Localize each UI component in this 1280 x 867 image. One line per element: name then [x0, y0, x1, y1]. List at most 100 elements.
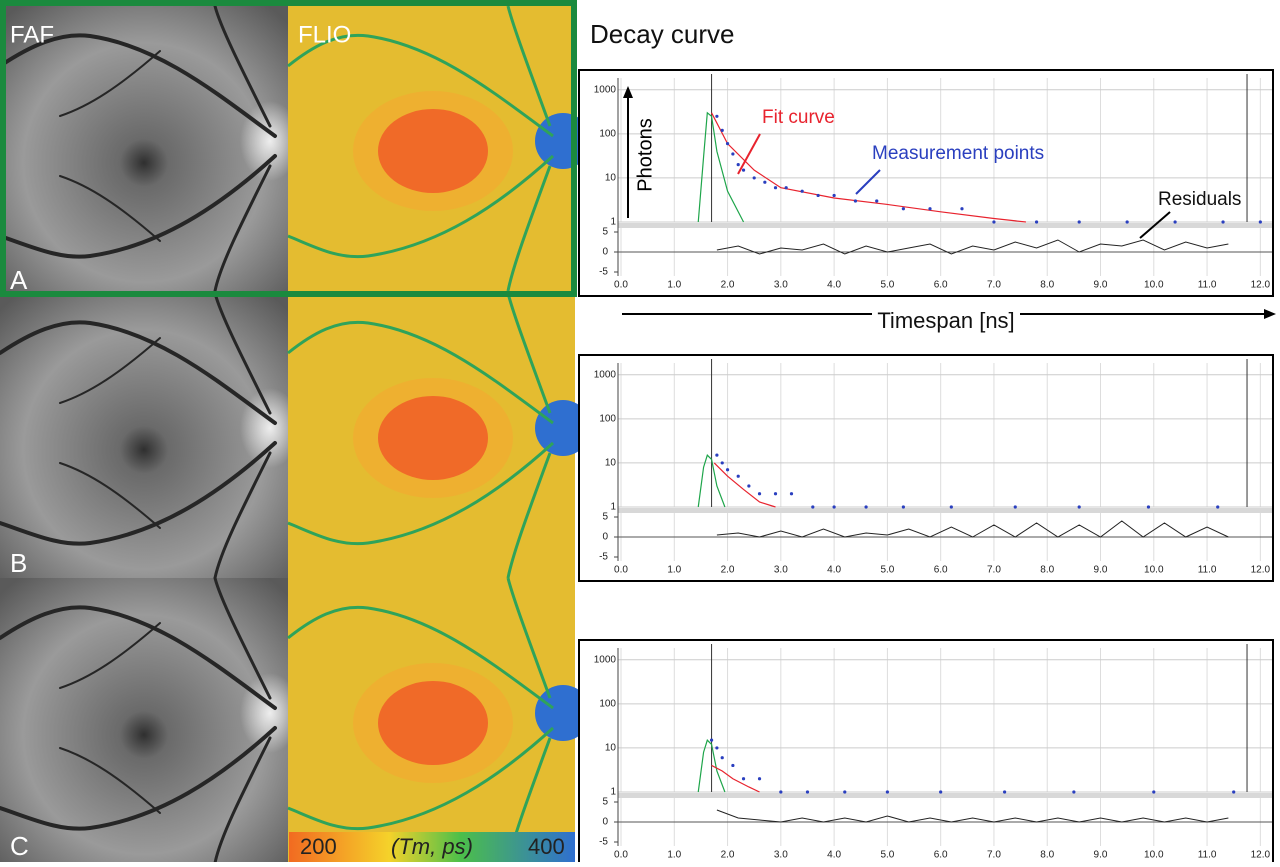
- x-tick-label: 10.0: [1144, 565, 1164, 576]
- y-tick-label: 1000: [594, 84, 617, 95]
- measurement-point: [715, 115, 718, 118]
- measurement-point: [950, 505, 953, 508]
- measurement-point: [790, 492, 793, 495]
- x-tick-label: 0.0: [614, 850, 628, 861]
- chart-frame: [579, 355, 1273, 581]
- measurement-point: [960, 207, 963, 210]
- measurement-point: [864, 505, 867, 508]
- x-tick-label: 12.0: [1251, 850, 1271, 861]
- measurement-point: [928, 207, 931, 210]
- measurement-point: [1147, 505, 1150, 508]
- y-tick-label: 100: [599, 413, 616, 424]
- residual-tick-label: 0: [602, 532, 608, 543]
- x-tick-label: 5.0: [880, 565, 894, 576]
- measurement-point: [758, 492, 761, 495]
- title: Decay curve: [590, 19, 735, 49]
- x-tick-label: 11.0: [1198, 565, 1217, 576]
- measurement-point: [1152, 790, 1155, 793]
- measurement-point: [1014, 505, 1017, 508]
- y-tick-label: 100: [599, 128, 616, 139]
- colorbar-unit: (Tm, ps): [391, 834, 473, 859]
- x-tick-label: 11.0: [1198, 280, 1217, 291]
- x-tick-label: 8.0: [1040, 565, 1054, 576]
- panel-label: C: [10, 831, 29, 861]
- x-tick-label: 12.0: [1251, 565, 1271, 576]
- measurement-point: [1126, 220, 1129, 223]
- measurement-point: [1259, 220, 1262, 223]
- timespan-label: Timespan [ns]: [877, 308, 1014, 333]
- measurement-point: [715, 454, 718, 457]
- x-tick-label: 2.0: [721, 850, 735, 861]
- measurement-point: [758, 777, 761, 780]
- measurement-point: [1003, 790, 1006, 793]
- measurement-point: [726, 142, 729, 145]
- x-tick-label: 1.0: [667, 850, 681, 861]
- fit-label: Fit curve: [762, 107, 835, 128]
- x-tick-label: 4.0: [827, 280, 841, 291]
- x-tick-label: 10.0: [1144, 850, 1164, 861]
- measurement-point: [854, 199, 857, 202]
- measurement-point: [843, 790, 846, 793]
- x-tick-label: 5.0: [880, 280, 894, 291]
- flio-image: [288, 578, 591, 862]
- measurement-point: [1173, 220, 1176, 223]
- x-tick-label: 8.0: [1040, 280, 1054, 291]
- measurement-point: [710, 739, 713, 742]
- measurement-point: [1216, 505, 1219, 508]
- y-tick-label: 1: [610, 217, 616, 228]
- x-tick-label: 2.0: [721, 565, 735, 576]
- faf-image: [0, 6, 300, 291]
- measurement-point: [833, 194, 836, 197]
- measurement-point: [779, 790, 782, 793]
- measurement-point: [737, 163, 740, 166]
- x-tick-label: 6.0: [934, 850, 948, 861]
- measurement-point: [747, 484, 750, 487]
- measurement-point: [721, 461, 724, 464]
- x-tick-label: 3.0: [774, 280, 788, 291]
- y-tick-label: 100: [599, 698, 616, 709]
- measurement-point: [763, 181, 766, 184]
- x-tick-label: 4.0: [827, 565, 841, 576]
- measurement-point: [1078, 220, 1081, 223]
- measurement-point: [811, 505, 814, 508]
- x-tick-label: 7.0: [987, 850, 1001, 861]
- measurement-point: [801, 190, 804, 193]
- measurement-point: [833, 505, 836, 508]
- x-tick-label: 5.0: [880, 850, 894, 861]
- measurement-point: [774, 492, 777, 495]
- x-tick-label: 7.0: [987, 565, 1001, 576]
- measurement-point: [742, 169, 745, 172]
- measurement-point: [992, 220, 995, 223]
- x-tick-label: 9.0: [1094, 280, 1108, 291]
- y-tick-label: 1000: [594, 369, 617, 380]
- measurement-point: [939, 790, 942, 793]
- measurement-point: [753, 176, 756, 179]
- x-tick-label: 4.0: [827, 850, 841, 861]
- faf-image: [0, 293, 300, 578]
- measurement-point: [726, 468, 729, 471]
- y-tick-label: 10: [605, 173, 617, 184]
- residual-tick-label: 5: [602, 512, 608, 523]
- residuals-label: Residuals: [1158, 189, 1241, 210]
- chart-frame: [579, 70, 1273, 296]
- x-tick-label: 12.0: [1251, 280, 1271, 291]
- x-tick-label: 0.0: [614, 565, 628, 576]
- measurement-point: [1035, 220, 1038, 223]
- measurement-point: [721, 129, 724, 132]
- flio-label: FLIO: [298, 21, 351, 48]
- measurement-point: [875, 199, 878, 202]
- faf-image: [0, 578, 300, 862]
- chart-frame: [579, 640, 1273, 862]
- y-tick-label: 10: [605, 743, 617, 754]
- flio-image: [288, 293, 591, 578]
- x-tick-label: 1.0: [667, 280, 681, 291]
- measurement-point: [742, 777, 745, 780]
- residual-tick-label: -5: [599, 552, 608, 563]
- figure: FAF FLIO 200 (Tm, ps) 400 Decay curve Ti…: [0, 0, 1280, 862]
- flio-image: [288, 6, 591, 291]
- residual-tick-label: 0: [602, 817, 608, 828]
- x-tick-label: 9.0: [1094, 850, 1108, 861]
- measurement-point: [902, 207, 905, 210]
- measurement-point: [1221, 220, 1224, 223]
- separator: [618, 508, 1272, 513]
